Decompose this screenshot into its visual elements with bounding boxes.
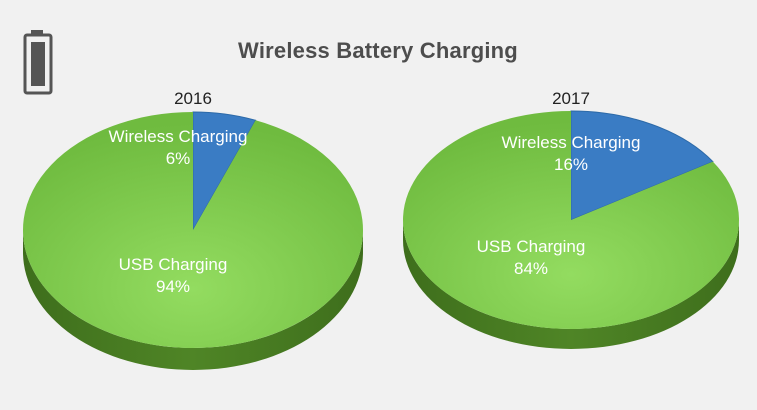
pie-slice-usb-2017 bbox=[403, 111, 740, 330]
slice-value-label: 6% bbox=[166, 149, 191, 168]
pie-side-2016 bbox=[23, 230, 363, 370]
pie-year-label: 2017 bbox=[552, 89, 590, 108]
pie-chart-2017: 2017 Wireless Charging 16% USB Charging 84% bbox=[403, 89, 740, 349]
slice-name-label: Wireless Charging bbox=[109, 127, 248, 146]
chart-title: Wireless Battery Charging bbox=[238, 38, 518, 63]
pie-year-label: 2016 bbox=[174, 89, 212, 108]
slice-value-label: 94% bbox=[156, 277, 190, 296]
slice-name-label: USB Charging bbox=[477, 237, 586, 256]
slice-name-label: Wireless Charging bbox=[502, 133, 641, 152]
slice-value-label: 84% bbox=[514, 259, 548, 278]
pie-slice-wireless-2017 bbox=[570, 110, 714, 221]
pie-chart-2016: 2016 Wireless Charging 6% USB Charging 94% bbox=[23, 89, 364, 370]
slice-value-label: 16% bbox=[554, 155, 588, 174]
pie-slice-wireless-2016 bbox=[192, 111, 257, 232]
pie-slice-usb-2016 bbox=[23, 112, 364, 348]
pie-side-2017 bbox=[403, 220, 739, 349]
battery-icon bbox=[23, 30, 53, 95]
slice-name-label: USB Charging bbox=[119, 255, 228, 274]
